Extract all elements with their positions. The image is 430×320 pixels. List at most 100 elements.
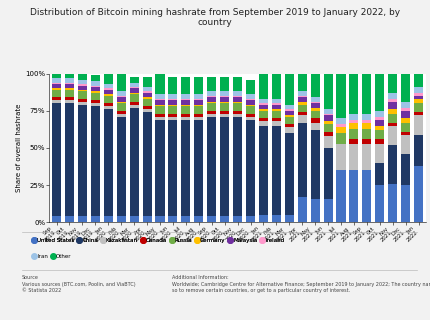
Bar xyxy=(91,87,100,92)
Bar xyxy=(310,103,319,108)
Bar xyxy=(259,121,268,126)
Bar xyxy=(65,97,74,100)
Bar xyxy=(181,99,190,100)
Bar xyxy=(310,118,319,123)
Text: Source
Various sources (BTC.com, Poolin, and ViaBTC)
© Statista 2022: Source Various sources (BTC.com, Poolin,… xyxy=(22,275,135,293)
Bar xyxy=(142,93,152,97)
Bar xyxy=(246,114,255,117)
Bar xyxy=(65,83,74,84)
Bar xyxy=(52,83,61,84)
Bar xyxy=(375,139,384,144)
Bar xyxy=(414,87,423,93)
Bar xyxy=(323,114,333,115)
Bar xyxy=(156,74,165,94)
Bar xyxy=(156,117,165,120)
Bar xyxy=(91,85,100,87)
Bar xyxy=(298,74,307,92)
Bar xyxy=(104,94,113,96)
Bar xyxy=(388,126,397,145)
Bar xyxy=(233,216,242,222)
Bar xyxy=(401,132,410,135)
Bar xyxy=(388,145,397,184)
Bar xyxy=(310,199,319,222)
Bar xyxy=(285,105,294,109)
Bar xyxy=(233,111,242,114)
Bar xyxy=(323,74,333,109)
Bar xyxy=(52,88,61,90)
Bar xyxy=(129,83,138,87)
Bar xyxy=(401,185,410,222)
Bar xyxy=(91,75,100,81)
Bar xyxy=(104,90,113,94)
Bar xyxy=(401,135,410,154)
Bar xyxy=(401,123,410,132)
Bar xyxy=(285,124,294,127)
Bar xyxy=(65,78,74,83)
Bar xyxy=(181,216,190,222)
Bar xyxy=(375,144,384,163)
Bar xyxy=(285,109,294,111)
Bar xyxy=(388,102,397,109)
Bar xyxy=(129,102,138,105)
Bar xyxy=(52,74,61,78)
Bar xyxy=(169,99,178,100)
Bar xyxy=(181,120,190,216)
Bar xyxy=(272,121,281,126)
Bar xyxy=(388,114,397,123)
Bar xyxy=(52,103,61,216)
Bar xyxy=(142,76,152,87)
Bar xyxy=(52,216,61,222)
Bar xyxy=(285,74,294,105)
Bar xyxy=(220,96,229,97)
Bar xyxy=(65,216,74,222)
Bar xyxy=(388,184,397,222)
Bar xyxy=(65,84,74,88)
Bar xyxy=(272,74,281,99)
Bar xyxy=(65,74,74,78)
Bar xyxy=(375,120,384,126)
Bar xyxy=(207,117,216,216)
Bar xyxy=(233,92,242,96)
Bar xyxy=(129,76,138,83)
Bar xyxy=(207,76,216,92)
Bar xyxy=(414,103,423,112)
Bar xyxy=(246,100,255,105)
Bar xyxy=(362,129,372,139)
Bar xyxy=(194,94,203,99)
Bar xyxy=(414,166,423,222)
Bar xyxy=(52,84,61,88)
Bar xyxy=(362,120,372,123)
Bar xyxy=(350,144,359,170)
Bar xyxy=(310,74,319,97)
Bar xyxy=(129,88,138,93)
Bar xyxy=(207,216,216,222)
Bar xyxy=(117,92,126,96)
Bar xyxy=(142,99,152,106)
Bar xyxy=(401,111,410,118)
Bar xyxy=(259,99,268,103)
Bar xyxy=(246,99,255,100)
Bar xyxy=(272,109,281,111)
Bar xyxy=(65,88,74,90)
Bar xyxy=(272,126,281,215)
Bar xyxy=(310,130,319,199)
Bar xyxy=(52,90,61,97)
Bar xyxy=(401,108,410,111)
Bar xyxy=(414,96,423,99)
Bar xyxy=(375,130,384,139)
Bar xyxy=(78,85,87,90)
Bar xyxy=(169,105,178,106)
Bar xyxy=(272,103,281,105)
Bar xyxy=(350,114,359,120)
Bar xyxy=(78,105,87,216)
Bar xyxy=(181,106,190,114)
Bar xyxy=(337,74,346,118)
Bar xyxy=(337,118,346,124)
Bar xyxy=(298,123,307,197)
Bar xyxy=(169,114,178,117)
Bar xyxy=(233,97,242,102)
Bar xyxy=(298,92,307,96)
Bar xyxy=(298,112,307,115)
Bar xyxy=(78,90,87,92)
Bar xyxy=(117,114,126,117)
